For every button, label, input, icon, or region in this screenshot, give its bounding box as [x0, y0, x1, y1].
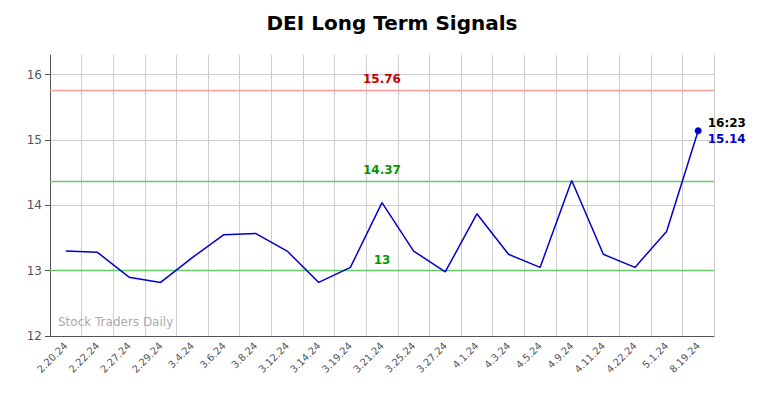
- svg-text:3.12.24: 3.12.24: [256, 340, 291, 375]
- svg-text:14: 14: [27, 198, 42, 212]
- svg-text:4.11.24: 4.11.24: [572, 340, 607, 375]
- svg-text:2.20.24: 2.20.24: [35, 340, 70, 375]
- svg-text:16:23: 16:23: [708, 116, 746, 130]
- svg-text:3.4.24: 3.4.24: [166, 340, 196, 370]
- svg-text:5.1.24: 5.1.24: [640, 340, 670, 370]
- svg-text:12: 12: [27, 329, 42, 343]
- svg-text:4.5.24: 4.5.24: [514, 340, 544, 370]
- svg-text:2.22.24: 2.22.24: [67, 340, 102, 375]
- svg-text:4.22.24: 4.22.24: [604, 340, 639, 375]
- svg-text:4.1.24: 4.1.24: [451, 340, 481, 370]
- svg-text:Stock Traders Daily: Stock Traders Daily: [58, 315, 173, 329]
- svg-text:2.27.24: 2.27.24: [98, 340, 133, 375]
- svg-text:3.25.24: 3.25.24: [383, 340, 418, 375]
- svg-text:3.14.24: 3.14.24: [288, 340, 323, 375]
- svg-text:15: 15: [27, 133, 42, 147]
- svg-text:16: 16: [27, 68, 42, 82]
- svg-text:4.3.24: 4.3.24: [482, 340, 512, 370]
- svg-text:13: 13: [374, 253, 391, 267]
- svg-text:15.14: 15.14: [708, 132, 746, 146]
- svg-text:8.19.24: 8.19.24: [667, 340, 702, 375]
- svg-text:15.76: 15.76: [363, 72, 401, 86]
- svg-text:3.6.24: 3.6.24: [198, 340, 228, 370]
- svg-text:3.19.24: 3.19.24: [320, 340, 355, 375]
- svg-text:DEI Long Term Signals: DEI Long Term Signals: [267, 11, 518, 35]
- svg-text:14.37: 14.37: [363, 163, 401, 177]
- svg-text:3.8.24: 3.8.24: [229, 340, 259, 370]
- svg-text:2.29.24: 2.29.24: [130, 340, 165, 375]
- svg-text:4.9.24: 4.9.24: [545, 340, 575, 370]
- svg-text:3.27.24: 3.27.24: [414, 340, 449, 375]
- svg-text:13: 13: [27, 264, 42, 278]
- svg-text:3.21.24: 3.21.24: [351, 340, 386, 375]
